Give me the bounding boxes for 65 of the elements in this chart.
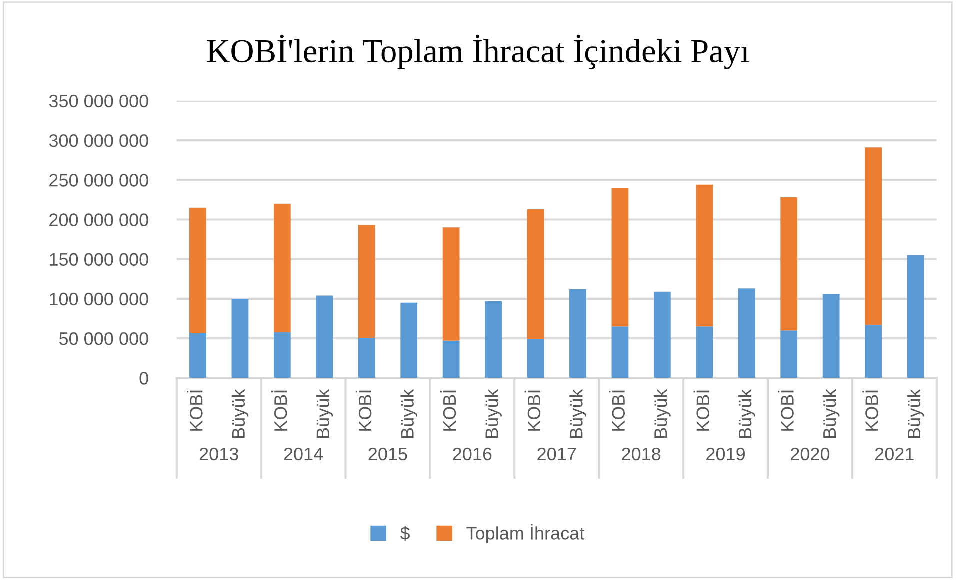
bar <box>527 209 544 340</box>
bar <box>190 208 206 334</box>
bar <box>865 148 882 326</box>
bar <box>865 325 882 378</box>
y-tick-label: 50 000 000 <box>59 332 148 346</box>
bar <box>822 294 840 378</box>
x-tick-label: KOBİ <box>356 390 372 431</box>
bar <box>780 198 798 331</box>
bar <box>442 340 460 378</box>
y-tick-label: 250 000 000 <box>50 174 148 187</box>
bar <box>485 301 502 378</box>
text: 2017 <box>538 448 576 461</box>
bar <box>190 333 206 378</box>
bar <box>780 330 798 378</box>
text: 2018 <box>622 448 661 461</box>
x-tick-label: KOBİ <box>187 390 203 431</box>
x-tick-label: Büyük <box>232 389 249 438</box>
x-tick-label: Büyük <box>400 389 418 438</box>
bar <box>274 204 291 332</box>
y-tick-label: 300 000 000 <box>49 134 148 148</box>
legend-label: $ <box>400 526 410 541</box>
bar <box>274 332 291 378</box>
bar <box>696 184 714 327</box>
x-tick-label: KOBİ <box>440 390 456 431</box>
bar <box>442 228 460 341</box>
bar <box>316 296 334 378</box>
bar <box>358 225 376 339</box>
x-tick-label: KOBİ <box>271 390 288 431</box>
bar <box>654 292 671 378</box>
text: 2015 <box>368 448 408 461</box>
y-tick-label: 100 000 000 <box>50 292 148 306</box>
legend-label: Toplam İhracat <box>466 524 585 544</box>
text: 2016 <box>453 448 492 461</box>
bar <box>612 188 629 327</box>
bar <box>612 326 629 378</box>
text: 2021 <box>875 448 914 461</box>
bar <box>738 288 756 378</box>
x-tick-label: KOBİ <box>778 390 794 431</box>
x-tick-label: Büyük <box>907 389 924 438</box>
text: 2013 <box>200 448 238 461</box>
text: 2014 <box>284 448 324 461</box>
x-tick-label: KOBİ <box>524 390 541 431</box>
x-tick-label: Büyük <box>738 389 756 438</box>
bar <box>232 298 249 378</box>
chart-title: KOBİ'lerin Toplam İhracat İçindeki Payı <box>207 34 750 70</box>
y-tick-label: 0 <box>140 372 148 385</box>
y-tick-label: 350 000 000 <box>49 94 148 108</box>
y-tick-label: 150 000 000 <box>50 253 148 266</box>
x-tick-label: Büyük <box>485 389 502 438</box>
bar <box>400 302 418 378</box>
bar <box>696 326 714 378</box>
bar <box>358 338 376 378</box>
x-tick-label: Büyük <box>316 389 334 438</box>
x-tick-label: Büyük <box>654 389 671 438</box>
x-tick-label: KOBİ <box>694 390 710 431</box>
x-tick-label: Büyük <box>570 389 586 438</box>
bar <box>570 289 586 378</box>
bar <box>527 339 544 378</box>
text: 2019 <box>706 448 745 461</box>
y-tick-label: 200 000 000 <box>50 214 148 226</box>
text: 2020 <box>791 448 830 461</box>
bar <box>907 255 924 378</box>
x-tick-label: KOBİ <box>862 390 878 431</box>
x-tick-label: Büyük <box>822 389 840 438</box>
x-tick-label: KOBİ <box>609 390 626 431</box>
